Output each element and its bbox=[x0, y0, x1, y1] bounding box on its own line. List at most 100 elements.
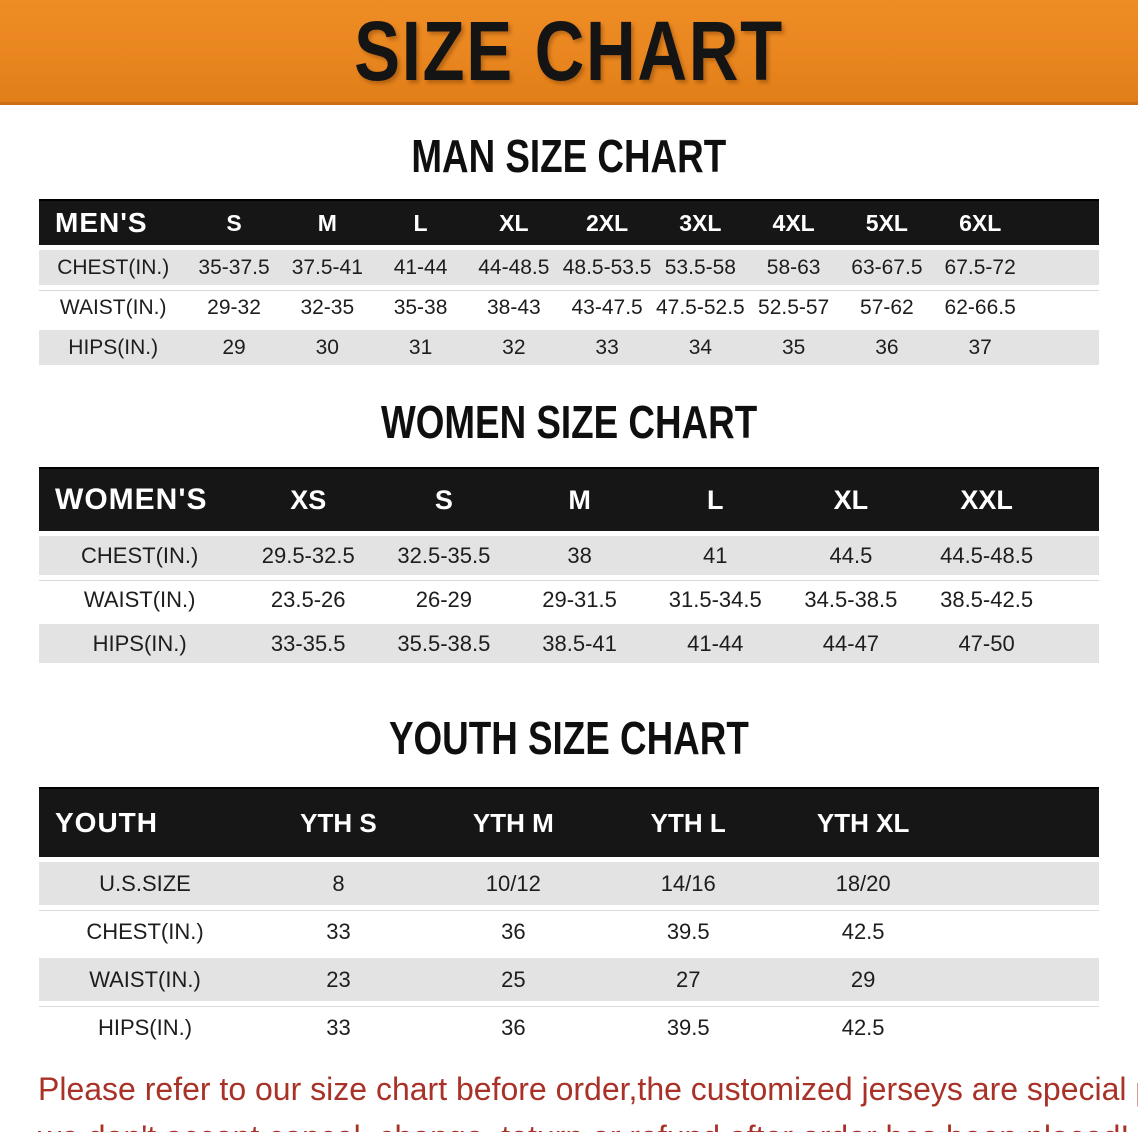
measurement-label: HIPS(IN.) bbox=[39, 1001, 251, 1049]
measurement-value: 53.5-58 bbox=[653, 245, 747, 288]
mens-size-header-s: S bbox=[187, 199, 281, 249]
youth-section-title: YOUTH SIZE CHART bbox=[0, 711, 1138, 765]
womens-table-corner-label: WOMEN'S bbox=[39, 467, 241, 535]
measurement-value: 63-67.5 bbox=[840, 245, 934, 288]
measurement-value: 39.5 bbox=[600, 1001, 776, 1049]
measurement-value: 29.5-32.5 bbox=[240, 531, 377, 578]
measurement-value: 30 bbox=[280, 325, 374, 365]
womens-chest-row: CHEST(IN.) 29.5-32.5 32.5-35.5 38 41 44.… bbox=[39, 531, 1099, 578]
measurement-value: 25 bbox=[425, 953, 601, 1004]
measurement-value: 32-35 bbox=[280, 285, 374, 328]
measurement-value: 27 bbox=[600, 953, 776, 1004]
measurement-value: 48.5-53.5 bbox=[560, 245, 654, 288]
measurement-value: 43-47.5 bbox=[560, 285, 654, 328]
measurement-value: 8 bbox=[251, 857, 426, 908]
women-section-title: WOMEN SIZE CHART bbox=[0, 395, 1138, 449]
measurement-value: 36 bbox=[425, 905, 601, 956]
womens-hips-row: HIPS(IN.) 33-35.5 35.5-38.5 38.5-41 41-4… bbox=[39, 619, 1099, 663]
measurement-value: 37.5-41 bbox=[280, 245, 374, 288]
disclaimer-line-2: we don't accept cancel, change, teturn o… bbox=[38, 1113, 1129, 1132]
youth-hips-row: HIPS(IN.) 33 36 39.5 42.5 bbox=[39, 1001, 1099, 1049]
measurement-value: 29 bbox=[775, 953, 951, 1004]
measurement-label: WAIST(IN.) bbox=[39, 953, 251, 1004]
mens-size-header-2xl: 2XL bbox=[560, 199, 654, 249]
measurement-value: 29-31.5 bbox=[511, 575, 648, 622]
measurement-value: 62-66.5 bbox=[933, 285, 1027, 328]
womens-size-header-s: S bbox=[376, 467, 512, 535]
mens-size-header-l: L bbox=[373, 199, 468, 249]
measurement-label: HIPS(IN.) bbox=[39, 619, 241, 663]
womens-size-header-m: M bbox=[511, 467, 648, 535]
mens-chest-row: CHEST(IN.) 35-37.5 37.5-41 41-44 44-48.5… bbox=[39, 245, 1099, 288]
mens-size-header-6xl: 6XL bbox=[933, 199, 1027, 249]
measurement-value: 18/20 bbox=[775, 857, 951, 908]
womens-waist-row: WAIST(IN.) 23.5-26 26-29 29-31.5 31.5-34… bbox=[39, 575, 1099, 622]
mens-size-header-3xl: 3XL bbox=[653, 199, 747, 249]
youth-table-corner-label: YOUTH bbox=[39, 787, 251, 861]
measurement-value: 36 bbox=[425, 1001, 601, 1049]
measurement-value: 34 bbox=[653, 325, 747, 365]
measurement-value: 38 bbox=[511, 531, 648, 578]
measurement-label: U.S.SIZE bbox=[39, 857, 251, 908]
mens-size-header-m: M bbox=[280, 199, 374, 249]
measurement-value: 23.5-26 bbox=[240, 575, 377, 622]
measurement-value: 35.5-38.5 bbox=[376, 619, 512, 663]
measurement-value: 33 bbox=[560, 325, 654, 365]
row-spacer bbox=[1054, 531, 1099, 578]
youth-size-header-m: YTH M bbox=[425, 787, 601, 861]
womens-size-table: WOMEN'S XS S M L XL XXL CHEST(IN.) 29.5-… bbox=[39, 467, 1099, 663]
row-spacer bbox=[950, 857, 1099, 908]
measurement-value: 26-29 bbox=[376, 575, 512, 622]
mens-table-corner-label: MEN'S bbox=[39, 199, 188, 249]
youth-header-row: YOUTH YTH S YTH M YTH L YTH XL bbox=[39, 787, 1099, 861]
disclaimer-line-1: Please refer to our size chart before or… bbox=[38, 1071, 1138, 1107]
measurement-value: 47.5-52.5 bbox=[653, 285, 747, 328]
measurement-value: 42.5 bbox=[775, 905, 951, 956]
mens-header-row: MEN'S S M L XL 2XL 3XL 4XL 5XL 6XL bbox=[39, 199, 1099, 249]
man-section-title-text: MAN SIZE CHART bbox=[411, 130, 727, 182]
measurement-value: 52.5-57 bbox=[747, 285, 841, 328]
measurement-value: 44-47 bbox=[783, 619, 919, 663]
youth-header-spacer bbox=[950, 787, 1099, 861]
mens-header-spacer bbox=[1026, 199, 1099, 249]
youth-size-header-l: YTH L bbox=[600, 787, 776, 861]
measurement-value: 29 bbox=[187, 325, 281, 365]
measurement-value: 34.5-38.5 bbox=[783, 575, 919, 622]
man-section-title: MAN SIZE CHART bbox=[0, 129, 1138, 183]
measurement-value: 57-62 bbox=[840, 285, 934, 328]
measurement-label: CHEST(IN.) bbox=[39, 531, 241, 578]
measurement-value: 33 bbox=[251, 905, 426, 956]
measurement-value: 23 bbox=[251, 953, 426, 1004]
measurement-value: 35 bbox=[747, 325, 841, 365]
row-spacer bbox=[950, 953, 1099, 1004]
measurement-value: 33 bbox=[251, 1001, 426, 1049]
row-spacer bbox=[1054, 575, 1099, 622]
measurement-value: 37 bbox=[933, 325, 1027, 365]
measurement-value: 38.5-41 bbox=[511, 619, 648, 663]
mens-size-header-5xl: 5XL bbox=[840, 199, 934, 249]
womens-header-row: WOMEN'S XS S M L XL XXL bbox=[39, 467, 1099, 535]
measurement-value: 33-35.5 bbox=[240, 619, 377, 663]
mens-hips-row: HIPS(IN.) 29 30 31 32 33 34 35 36 37 bbox=[39, 325, 1099, 365]
measurement-value: 32 bbox=[467, 325, 561, 365]
measurement-value: 32.5-35.5 bbox=[376, 531, 512, 578]
row-spacer bbox=[1054, 619, 1099, 663]
row-spacer bbox=[950, 905, 1099, 956]
measurement-value: 44.5 bbox=[783, 531, 919, 578]
measurement-value: 44-48.5 bbox=[467, 245, 561, 288]
size-chart-banner-title: SIZE CHART bbox=[354, 3, 784, 98]
youth-size-table: YOUTH YTH S YTH M YTH L YTH XL U.S.SIZE … bbox=[39, 787, 1099, 1049]
measurement-label: WAIST(IN.) bbox=[39, 575, 241, 622]
size-chart-banner: SIZE CHART bbox=[0, 0, 1138, 105]
mens-size-header-xl: XL bbox=[467, 199, 561, 249]
youth-chest-row: CHEST(IN.) 33 36 39.5 42.5 bbox=[39, 905, 1099, 956]
measurement-label: CHEST(IN.) bbox=[39, 245, 188, 288]
measurement-value: 29-32 bbox=[187, 285, 281, 328]
measurement-value: 35-37.5 bbox=[187, 245, 281, 288]
measurement-value: 31 bbox=[373, 325, 468, 365]
womens-size-header-xxl: XXL bbox=[918, 467, 1055, 535]
youth-size-header-s: YTH S bbox=[251, 787, 426, 861]
measurement-value: 67.5-72 bbox=[933, 245, 1027, 288]
youth-section-title-text: YOUTH SIZE CHART bbox=[389, 712, 749, 764]
mens-waist-row: WAIST(IN.) 29-32 32-35 35-38 38-43 43-47… bbox=[39, 285, 1099, 328]
